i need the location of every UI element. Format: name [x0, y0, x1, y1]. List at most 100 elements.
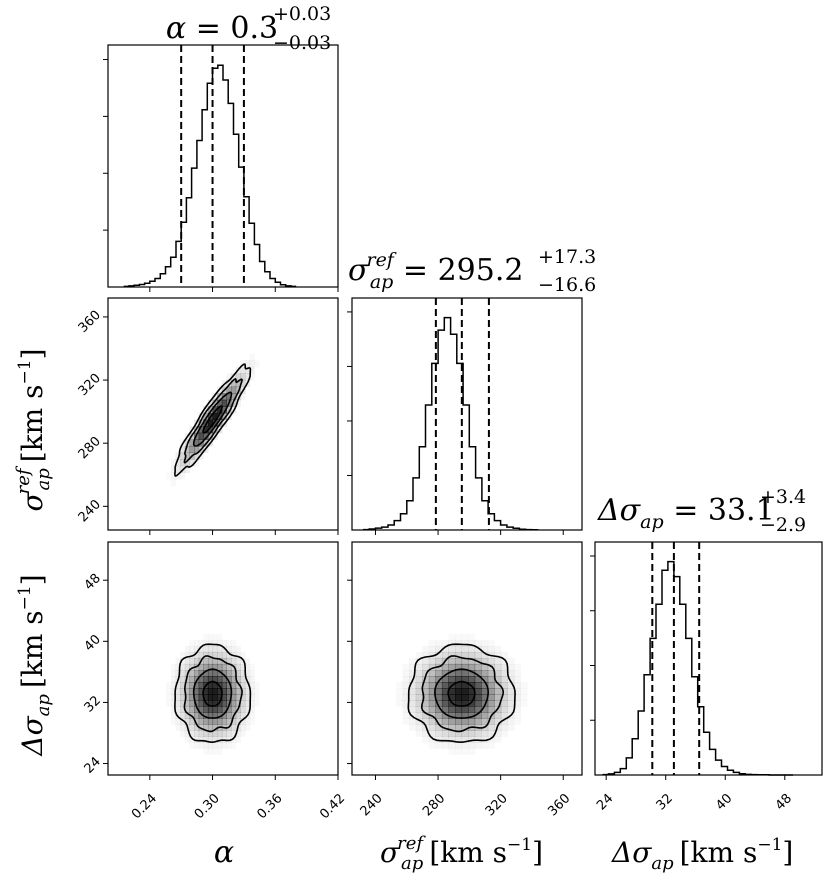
density-cell: [180, 700, 186, 707]
density-cell: [468, 688, 476, 695]
density-cell: [217, 412, 223, 421]
density-cell: [245, 366, 251, 374]
density-cell: [250, 712, 255, 719]
density-cell: [435, 742, 442, 749]
contour-level-0: [447, 680, 476, 707]
density-cell: [468, 670, 476, 677]
density-cell: [212, 393, 218, 401]
density-cell: [249, 360, 255, 368]
density-cell: [500, 724, 508, 731]
density-cell: [231, 688, 237, 695]
density-cell: [175, 688, 181, 695]
xtick-label-alpha-0: 0.24: [129, 791, 160, 822]
density-cell: [212, 682, 218, 689]
density-cell: [203, 748, 208, 755]
xtick-label-dsigma-2: 40: [713, 791, 735, 813]
density-cell: [189, 640, 194, 647]
density-cell: [175, 706, 181, 713]
density-cell: [500, 712, 508, 719]
density-cell: [184, 452, 190, 460]
density-cell: [468, 730, 476, 737]
density-cell: [170, 465, 177, 473]
density-cell: [455, 657, 463, 665]
density-cell: [249, 700, 255, 707]
density-cell: [409, 682, 417, 689]
density-cell: [212, 399, 218, 407]
density-cell: [428, 706, 436, 713]
density-cell: [203, 634, 208, 641]
density-cell: [170, 676, 177, 683]
density-cell: [487, 718, 495, 725]
density-cell: [468, 651, 476, 659]
density-cell: [194, 736, 200, 743]
density-cell: [221, 706, 227, 713]
density-cell: [184, 706, 190, 713]
density-cell: [207, 688, 214, 695]
density-cell: [207, 700, 214, 707]
density-cell: [194, 439, 200, 447]
density-cell: [494, 736, 501, 743]
density-cell: [175, 452, 181, 460]
contour-level-1: [192, 391, 233, 447]
density-cell: [487, 730, 495, 737]
density-cell: [194, 688, 200, 695]
density-cell: [170, 694, 177, 701]
density-cell: [422, 730, 430, 737]
density-cell: [441, 663, 449, 671]
density-cell: [507, 700, 515, 707]
density-cell: [180, 670, 186, 677]
density-cell: [198, 426, 204, 434]
density-cell: [212, 670, 218, 677]
density-cell: [221, 712, 227, 719]
density-cell: [409, 712, 417, 719]
density-cell: [226, 379, 232, 388]
density-cell: [203, 712, 209, 719]
density-cell: [217, 676, 223, 683]
density-cell: [207, 742, 214, 749]
density-cell: [468, 634, 475, 641]
density-cell: [235, 700, 241, 707]
density-cell: [231, 640, 236, 647]
density-cell: [435, 640, 442, 647]
density-cell: [507, 694, 515, 701]
histogram-dsigma: [602, 560, 793, 776]
density-cell: [474, 651, 482, 659]
density-cell: [240, 730, 245, 737]
density-cell: [175, 663, 181, 671]
density-cell: [207, 706, 214, 713]
title-alpha: α = 0.3: [166, 11, 278, 46]
density-cell: [235, 730, 241, 737]
density-cell: [221, 663, 227, 671]
density-cell: [494, 718, 502, 725]
density-cell: [221, 730, 227, 737]
density-cell: [226, 736, 232, 743]
density-cell: [409, 706, 417, 713]
density-cell: [203, 406, 209, 414]
density-cell: [207, 663, 214, 671]
density-cell: [189, 670, 195, 677]
density-cell: [468, 639, 476, 647]
density-cell: [194, 682, 200, 689]
density-cell: [203, 736, 209, 743]
density-cell: [212, 419, 218, 427]
density-cell: [500, 657, 508, 665]
density-cell: [212, 724, 218, 731]
density-cell: [422, 663, 430, 671]
density-cell: [180, 676, 186, 683]
density-cell: [203, 724, 209, 731]
density-cell: [245, 663, 251, 671]
density-cell: [441, 706, 449, 713]
density-cell: [198, 742, 204, 749]
xtick-label-dsigma-0: 24: [594, 791, 616, 813]
density-cell: [254, 682, 259, 689]
density-cell: [184, 700, 190, 707]
density-cell: [235, 688, 241, 695]
density-cell: [194, 676, 200, 683]
density-cell: [488, 640, 495, 647]
density-cell: [396, 688, 403, 695]
contour-level-3: [174, 363, 252, 477]
density-cell: [249, 706, 255, 713]
density-cell: [194, 640, 199, 647]
density-cell: [180, 657, 186, 665]
density-cell: [231, 670, 237, 677]
